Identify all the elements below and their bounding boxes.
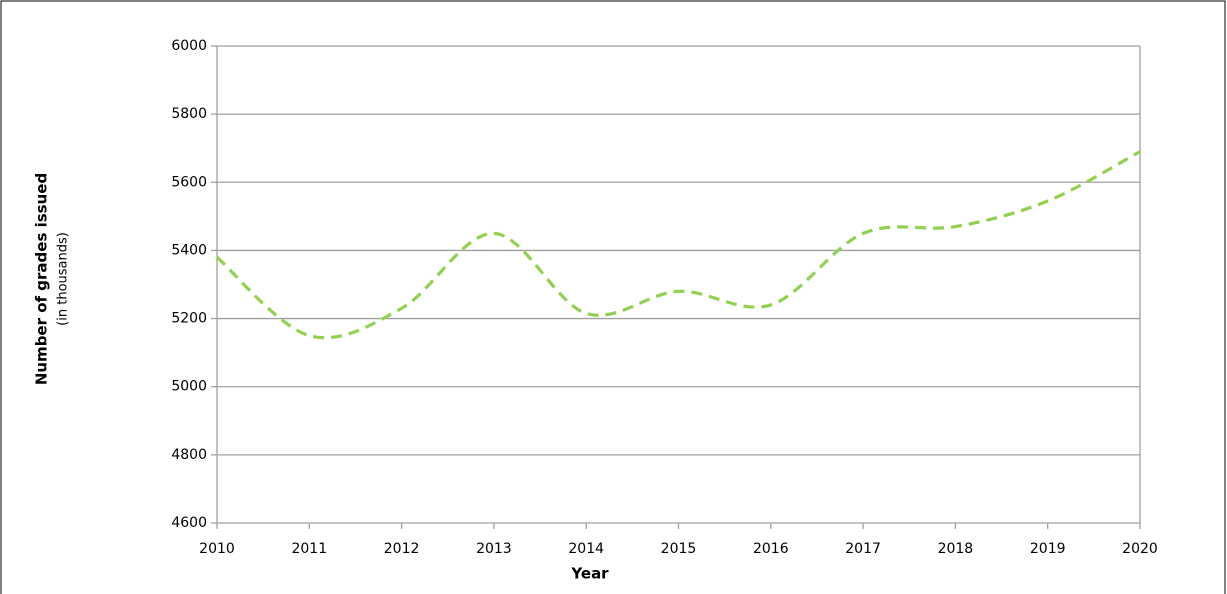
x-tick-label: 2010: [199, 541, 235, 557]
x-tick-label: 2017: [845, 541, 881, 557]
series-line: [215, 150, 1141, 340]
x-axis-title: Year: [570, 565, 609, 583]
y-axis-title-group: Number of grades issued (in thousands): [33, 173, 71, 385]
x-tick-label: 2013: [476, 541, 512, 557]
y-tick-label: 6000: [171, 38, 207, 54]
y-axis-title: Number of grades issued: [33, 173, 51, 385]
y-tick-label: 4800: [171, 447, 207, 463]
y-tick-label: 5200: [171, 311, 207, 327]
x-tick-label: 2019: [1030, 541, 1066, 557]
x-tick-label: 2018: [938, 541, 974, 557]
x-tick-label: 2012: [384, 541, 420, 557]
y-axis-note: (in thousands): [56, 232, 71, 326]
x-tick-label: 2015: [661, 541, 697, 557]
x-tick-label: 2016: [753, 541, 789, 557]
x-tick-label: 2011: [291, 541, 327, 557]
x-tick-label: 2014: [568, 541, 604, 557]
y-tick-label: 5600: [171, 174, 207, 190]
y-tick-label: 4600: [171, 515, 207, 531]
y-tick-label: 5800: [171, 106, 207, 122]
y-tick-label: 5000: [171, 379, 207, 395]
y-tick-label: 5400: [171, 242, 207, 258]
x-tick-label: 2020: [1122, 541, 1158, 557]
